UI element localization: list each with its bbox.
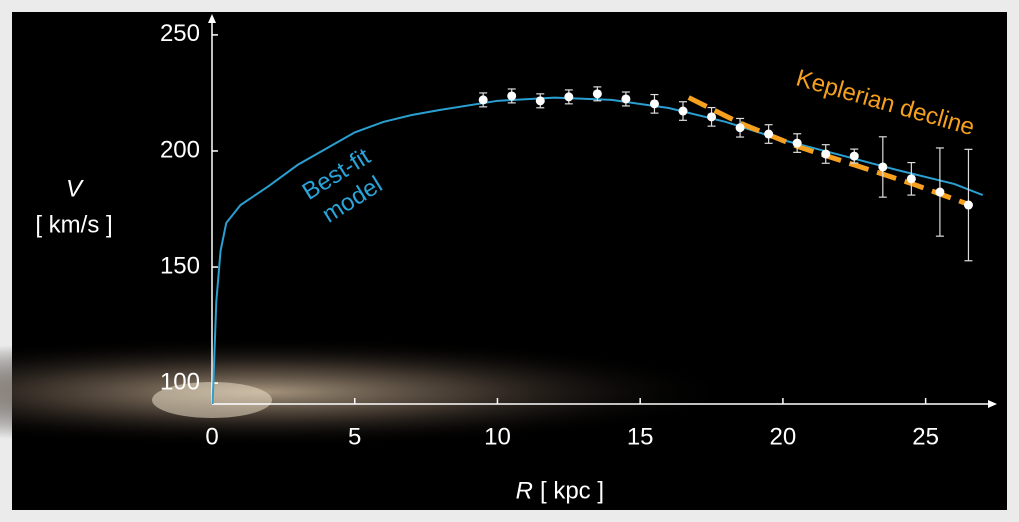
data-point [964, 201, 973, 210]
x-label-variable: R [516, 477, 533, 504]
data-point [536, 96, 545, 105]
y-tick-label: 250 [160, 20, 200, 47]
y-label-unit: [ km/s ] [35, 211, 112, 238]
x-tick-label: 5 [348, 423, 361, 450]
data-point [479, 95, 488, 104]
data-point [935, 188, 944, 197]
x-tick-label: 15 [627, 423, 654, 450]
data-point [621, 94, 630, 103]
data-point [821, 149, 830, 158]
data-point [707, 112, 716, 121]
data-point [507, 91, 516, 100]
data-point [650, 99, 659, 108]
data-point [878, 162, 887, 171]
x-tick-label: 10 [484, 423, 511, 450]
data-point [850, 152, 859, 161]
data-point [593, 89, 602, 98]
x-tick-label: 20 [770, 423, 797, 450]
y-label-variable: V [66, 175, 84, 202]
y-tick-label: 100 [160, 368, 200, 395]
chart: V [ km/s ] R [ kpc ] 0 5 10 15 20 25 100 150 200… [0, 0, 1019, 522]
data-point [564, 92, 573, 101]
y-tick-label: 200 [160, 136, 200, 163]
data-point [764, 130, 773, 139]
x-tick-label: 25 [912, 423, 939, 450]
x-label-unit: [ kpc ] [540, 477, 604, 504]
data-point [679, 107, 688, 116]
data-point [907, 174, 916, 183]
data-point [793, 139, 802, 148]
y-tick-label: 150 [160, 252, 200, 279]
x-tick-label: 0 [205, 423, 218, 450]
data-point [736, 123, 745, 132]
